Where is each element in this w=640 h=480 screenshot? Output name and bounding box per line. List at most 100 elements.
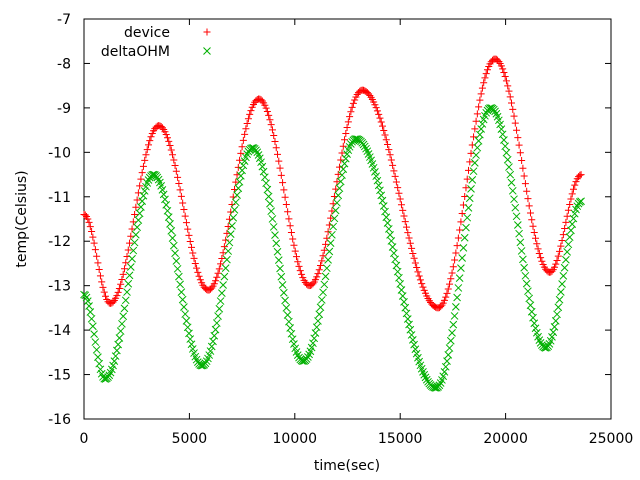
data-point (456, 226, 464, 234)
data-point (118, 319, 126, 328)
data-point (353, 135, 362, 144)
data-point (119, 312, 128, 321)
data-point (444, 285, 452, 293)
data-point (94, 259, 102, 267)
data-point (548, 267, 556, 275)
data-point (365, 90, 373, 98)
data-point (448, 269, 456, 277)
data-point (406, 239, 414, 247)
data-point (515, 229, 523, 238)
data-point (408, 336, 417, 344)
data-point (519, 164, 527, 172)
data-point (534, 245, 542, 253)
data-point (386, 231, 394, 239)
data-point (272, 239, 281, 248)
x-tick-label: 10000 (273, 431, 318, 447)
data-point (292, 253, 300, 261)
data-point (374, 181, 383, 190)
data-point (179, 199, 187, 207)
data-point (126, 239, 134, 247)
data-point (237, 149, 245, 157)
y-tick-label: -8 (57, 56, 71, 72)
data-point (576, 171, 584, 179)
data-point (207, 342, 216, 351)
data-point (81, 291, 90, 300)
data-point (261, 101, 269, 109)
data-point (257, 158, 265, 167)
data-point (567, 195, 575, 203)
data-point (141, 156, 149, 164)
data-point (389, 161, 397, 169)
data-point (263, 108, 271, 116)
data-point (415, 272, 423, 280)
data-point (261, 173, 269, 182)
data-point (442, 293, 450, 301)
data-point (89, 322, 97, 331)
data-point (176, 280, 184, 289)
data-point (569, 214, 578, 223)
data-point (95, 266, 103, 274)
data-point (577, 197, 585, 206)
data-point (114, 340, 123, 349)
data-point (382, 213, 391, 222)
data-point (212, 319, 221, 327)
data-point (566, 200, 574, 208)
data-point (523, 187, 531, 195)
data-point (275, 157, 283, 165)
data-point (565, 233, 574, 241)
x-tick-label: 20000 (483, 431, 528, 447)
data-point (201, 359, 210, 368)
data-point (394, 184, 402, 192)
data-point (159, 190, 168, 199)
data-point (413, 264, 421, 272)
data-point (508, 186, 517, 195)
data-point (395, 189, 403, 197)
data-point (180, 303, 188, 311)
data-point (571, 181, 579, 189)
data-point (322, 264, 331, 273)
data-point (115, 334, 124, 342)
data-point (346, 113, 354, 121)
data-point (167, 226, 176, 235)
data-point (309, 339, 317, 348)
data-point (276, 264, 284, 273)
data-point (333, 178, 341, 186)
data-point (502, 148, 511, 157)
data-point (528, 216, 536, 224)
data-point (247, 107, 255, 115)
data-point (531, 324, 540, 333)
y-tick-label: -14 (48, 323, 71, 339)
data-point (530, 319, 539, 328)
data-point (177, 192, 185, 200)
data-point (338, 171, 346, 179)
data-point (223, 255, 231, 264)
data-point (109, 361, 117, 370)
data-point (501, 72, 509, 80)
data-point (222, 236, 230, 244)
data-point (504, 82, 512, 90)
data-point (282, 304, 291, 312)
data-point (271, 138, 279, 145)
data-point (526, 209, 534, 217)
data-point (184, 225, 192, 233)
data-point (462, 184, 470, 192)
data-point (196, 276, 204, 284)
data-point (279, 288, 288, 297)
data-point (132, 203, 140, 211)
data-point (84, 215, 92, 223)
data-point (273, 247, 282, 256)
data-point (410, 340, 418, 349)
data-point (410, 254, 418, 262)
data-point (472, 117, 480, 125)
data-point (214, 269, 222, 277)
data-point (272, 144, 280, 152)
data-point (236, 156, 244, 164)
ticks-layer: 0 5000 10000 15000 20000 25000 -16 -15 -14 -13 -12… (48, 12, 633, 447)
data-point (384, 141, 392, 149)
data-point (89, 233, 97, 241)
data-point (570, 209, 579, 218)
data-point (193, 264, 201, 272)
data-point (279, 179, 287, 187)
data-point (406, 325, 415, 334)
data-point (266, 116, 274, 124)
